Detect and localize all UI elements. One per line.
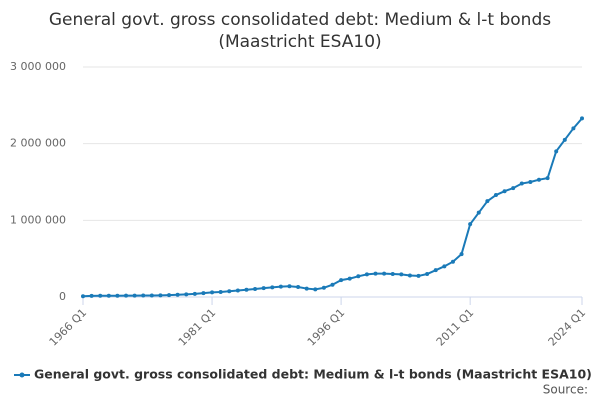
point	[244, 287, 249, 292]
point	[339, 278, 344, 283]
point	[270, 285, 275, 290]
y-tick-label: 3 000 000	[10, 60, 66, 73]
point	[373, 271, 378, 276]
point	[304, 286, 309, 291]
point	[502, 189, 507, 194]
line	[82, 117, 583, 298]
point	[141, 293, 146, 298]
point	[554, 149, 559, 154]
point	[545, 176, 550, 181]
chart-title: (Maastricht ESA10)	[218, 32, 381, 52]
point	[201, 291, 206, 296]
point	[106, 293, 111, 298]
point	[519, 181, 524, 186]
point	[485, 199, 490, 204]
point	[167, 293, 172, 298]
point	[562, 137, 567, 142]
point	[278, 284, 283, 289]
point	[571, 126, 576, 131]
point	[287, 284, 292, 289]
point	[175, 292, 180, 297]
legend-label: General govt. gross consolidated debt: M…	[34, 367, 592, 382]
point	[210, 290, 215, 295]
y-tick-label: 1 000 000	[10, 213, 66, 226]
point	[132, 293, 137, 298]
x-tick-label: 1966 Q1	[47, 306, 90, 349]
y-tick-label: 2 000 000	[10, 137, 66, 150]
point	[227, 289, 232, 294]
point	[330, 282, 335, 287]
point	[425, 272, 430, 276]
point	[511, 186, 516, 191]
point	[433, 268, 438, 273]
point	[347, 276, 352, 281]
point	[81, 294, 85, 299]
point	[536, 177, 541, 182]
point	[390, 272, 395, 276]
point	[261, 286, 266, 291]
point	[253, 286, 258, 291]
point	[407, 273, 412, 278]
point	[115, 293, 120, 298]
point	[218, 290, 223, 295]
point	[476, 210, 481, 215]
point	[416, 273, 421, 278]
legend-marker	[19, 372, 25, 378]
x-tick-label: 2024 Q1	[546, 306, 589, 349]
point	[382, 271, 387, 276]
source: Source:	[543, 383, 588, 397]
point	[364, 272, 369, 277]
point	[235, 288, 240, 293]
y-tick-label: 0	[59, 290, 66, 303]
point	[442, 264, 447, 269]
point	[313, 287, 318, 292]
point	[450, 259, 455, 264]
point	[321, 285, 326, 290]
point	[184, 292, 189, 297]
point	[580, 116, 584, 121]
point	[124, 293, 129, 298]
x-tick-label: 1981 Q1	[176, 306, 219, 349]
point	[149, 293, 154, 298]
point	[89, 293, 94, 298]
point	[468, 222, 473, 227]
x-tick-label: 2011 Q1	[434, 306, 477, 349]
point	[459, 252, 464, 257]
chart-title: General govt. gross consolidated debt: M…	[49, 10, 551, 30]
point	[399, 272, 404, 277]
point	[493, 193, 498, 198]
point	[356, 274, 361, 279]
point	[528, 180, 533, 184]
point	[296, 285, 301, 290]
point	[98, 293, 103, 298]
x-tick-label: 1996 Q1	[305, 306, 348, 349]
point	[158, 293, 163, 298]
point	[192, 291, 197, 296]
